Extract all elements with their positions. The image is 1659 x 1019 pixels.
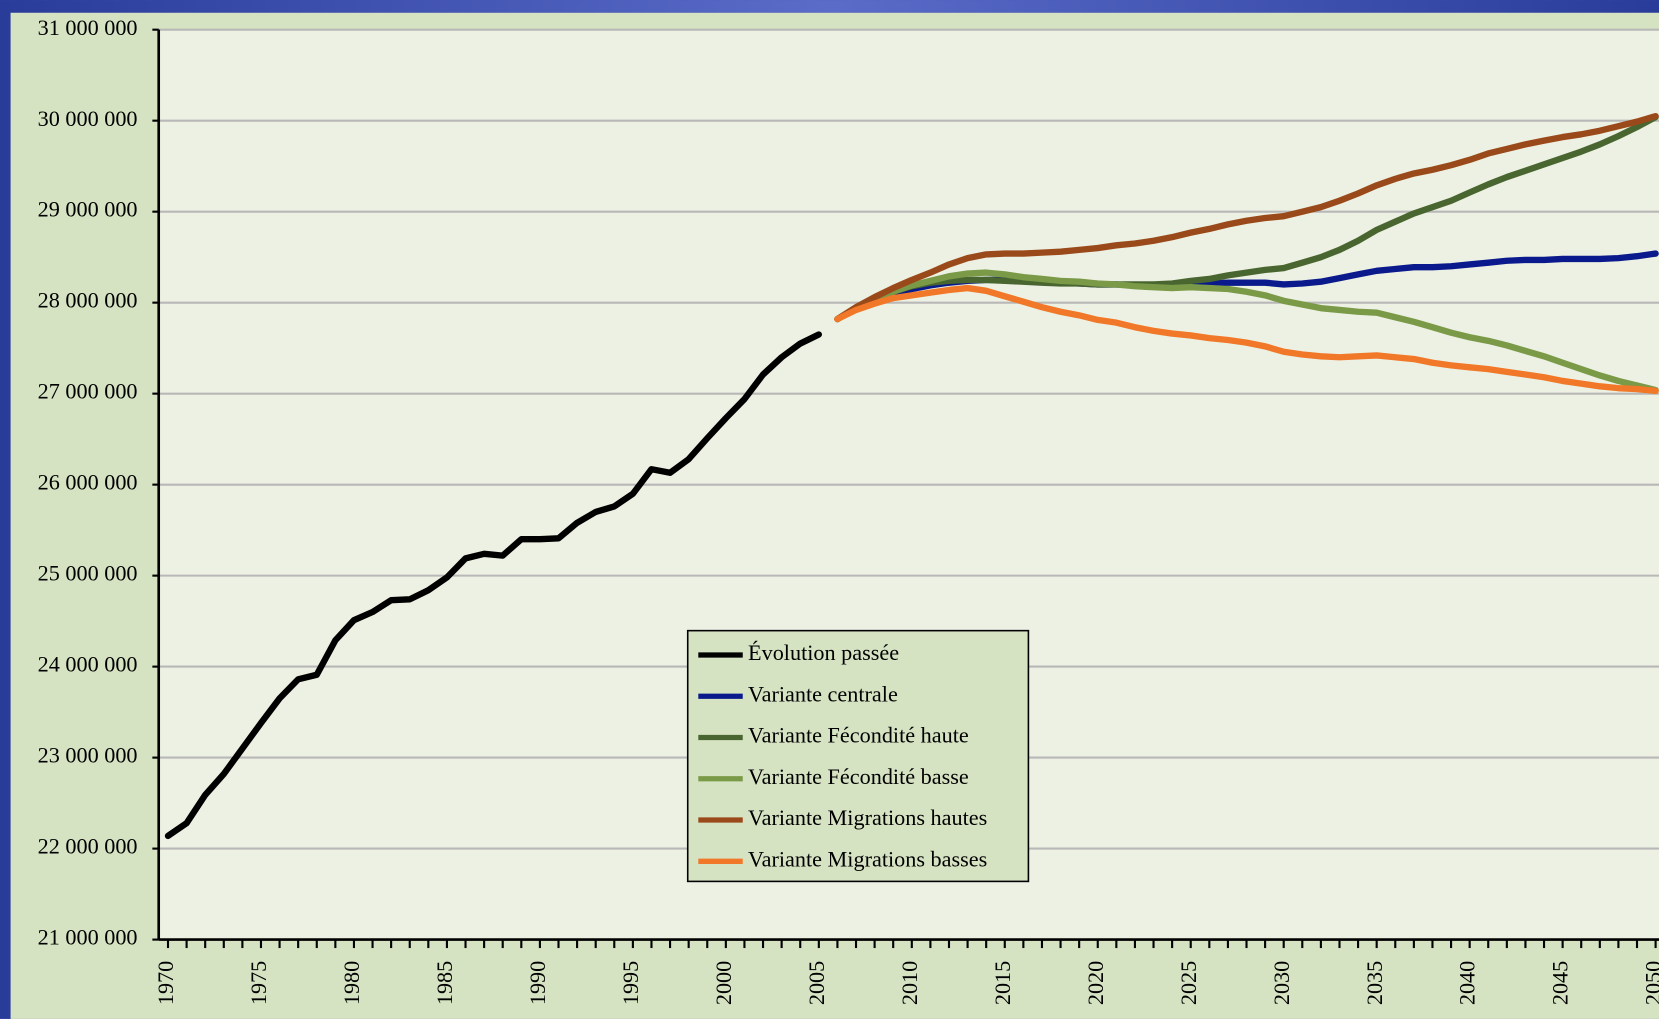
x-tick-label: 1980 (339, 961, 364, 1005)
x-tick-label: 1985 (432, 961, 457, 1005)
x-tick-label: 2025 (1176, 961, 1201, 1005)
x-tick-label: 2020 (1083, 961, 1108, 1005)
y-tick-label: 25 000 000 (38, 561, 138, 586)
y-tick-label: 23 000 000 (38, 743, 138, 768)
y-tick-label: 22 000 000 (38, 834, 138, 859)
x-tick-label: 2045 (1548, 961, 1573, 1005)
x-tick-label: 1975 (246, 961, 271, 1005)
x-tick-label: 2050 (1641, 961, 1659, 1005)
series-line (834, 112, 1659, 323)
legend-label: Variante centrale (748, 681, 898, 706)
lines (164, 112, 1659, 840)
y-tick-label: 21 000 000 (38, 925, 138, 950)
axes: 21 000 000 22 000 000 23 000 000 24 000 000… (38, 15, 1659, 1005)
legend-label: Variante Migrations basses (748, 846, 987, 871)
x-tick-label: 1995 (618, 961, 643, 1005)
x-tick-label: 2000 (711, 961, 736, 1005)
x-tick-label: 2035 (1362, 961, 1387, 1005)
legend-label: Variante Migrations hautes (748, 805, 987, 830)
legend: Évolution passée Variante centrale Variant… (686, 629, 1030, 883)
x-tick-label: 2030 (1269, 961, 1294, 1005)
series-line (834, 284, 1659, 395)
y-tick-label: 27 000 000 (38, 379, 138, 404)
series-line (164, 331, 822, 840)
series-line (834, 269, 1659, 394)
y-tick-label: 29 000 000 (38, 197, 138, 222)
x-tick-label: 2010 (897, 961, 922, 1005)
legend-label: Évolution passée (748, 640, 899, 665)
x-tick-label: 2040 (1455, 961, 1480, 1005)
y-tick-label: 24 000 000 (38, 652, 138, 677)
x-tick-label: 1990 (525, 961, 550, 1005)
y-tick-label: 26 000 000 (38, 470, 138, 495)
y-tick-label: 31 000 000 (38, 15, 138, 40)
y-tick-label: 30 000 000 (38, 106, 138, 131)
legend-label: Variante Fécondité basse (748, 764, 969, 789)
x-tick-label: 1970 (153, 961, 178, 1005)
series-line (834, 113, 1659, 323)
y-tick-label: 28 000 000 (38, 288, 138, 313)
legend-box (686, 629, 1030, 883)
legend-label: Variante Fécondité haute (748, 723, 969, 748)
x-tick-label: 2015 (990, 961, 1015, 1005)
frame-top (0, 0, 1659, 13)
x-tick-label: 2005 (804, 961, 829, 1005)
